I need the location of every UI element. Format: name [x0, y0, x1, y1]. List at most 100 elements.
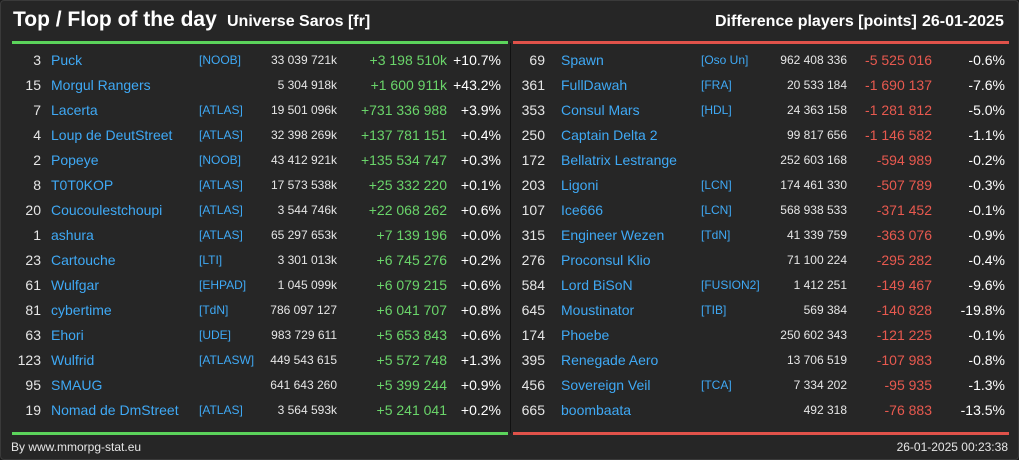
flop-player-row: 353 Consul Mars [HDL] 24 363 158 -1 281 812 -… [511, 98, 1011, 123]
player-name-link[interactable]: Ice666 [561, 202, 604, 218]
player-name-link[interactable]: FullDawah [561, 77, 628, 93]
player-name-link[interactable]: Lacerta [51, 102, 98, 118]
points-cell: 962 408 336 [780, 53, 847, 67]
points-cell: 33 039 721k [270, 53, 337, 67]
player-name-link[interactable]: Renegade Aero [561, 352, 659, 368]
flop-player-row: 315 Engineer Wezen [TdN] 41 339 759 -363 076… [511, 223, 1011, 248]
flop-player-row: 107 Ice666 [LCN] 568 938 533 -371 452 -0.1% [511, 198, 1011, 223]
player-name-link[interactable]: Nomad de DmStreet [51, 402, 179, 418]
difference-cell: +5 241 041 [376, 402, 447, 418]
points-cell: 569 384 [803, 303, 847, 317]
player-name-link[interactable]: cybertime [51, 302, 112, 318]
player-name-link[interactable]: Phoebe [561, 327, 610, 343]
difference-cell: -371 452 [876, 202, 932, 218]
percent-cell: +0.6% [460, 202, 501, 218]
player-name-link[interactable]: Cartouche [51, 252, 116, 268]
player-name-link[interactable]: Ehori [51, 327, 84, 343]
difference-cell: +731 336 988 [360, 102, 447, 118]
percent-cell: +0.2% [460, 252, 501, 268]
difference-cell: +5 572 748 [376, 352, 447, 368]
rank-cell: 8 [33, 177, 41, 193]
rank-cell: 69 [529, 52, 545, 68]
points-cell: 492 318 [803, 403, 847, 417]
player-name-link[interactable]: Coucoulestchoupi [51, 202, 163, 218]
top-player-row: 4 Loup de DeutStreet [ATLAS] 32 398 269k +13… [9, 123, 509, 148]
player-name-link[interactable]: boombaata [561, 402, 632, 418]
player-name-link[interactable]: Consul Mars [561, 102, 640, 118]
difference-cell: +5 399 244 [376, 377, 447, 393]
alliance-tag-link[interactable]: [HDL] [701, 103, 732, 117]
alliance-tag-link[interactable]: [LCN] [701, 178, 732, 192]
alliance-tag-link[interactable]: [TdN] [199, 303, 229, 317]
flop-player-row: 203 Ligoni [LCN] 174 461 330 -507 789 -0.3% [511, 173, 1011, 198]
top-player-row: 1 ashura [ATLAS] 65 297 653k +7 139 196 +0.0% [9, 223, 509, 248]
points-cell: 786 097 127 [270, 303, 337, 317]
alliance-tag-link[interactable]: [TCA] [701, 378, 732, 392]
alliance-tag-link[interactable]: [ATLAS] [199, 403, 243, 417]
rank-cell: 584 [521, 277, 545, 293]
site-credit: By www.mmorpg-stat.eu [11, 440, 142, 454]
flop-accent-bar-upper [513, 41, 1009, 44]
alliance-tag-link[interactable]: [NOOB] [199, 153, 242, 167]
alliance-tag-link[interactable]: [TIB] [701, 303, 727, 317]
rank-cell: 15 [25, 77, 41, 93]
points-cell: 99 817 656 [786, 128, 847, 142]
player-name-link[interactable]: Loup de DeutStreet [51, 127, 173, 143]
player-name-link[interactable]: SMAUG [51, 377, 103, 393]
points-cell: 5 304 918k [277, 78, 337, 92]
difference-cell: +135 534 747 [360, 152, 447, 168]
percent-cell: -0.6% [968, 52, 1005, 68]
difference-cell: -76 883 [884, 402, 932, 418]
alliance-tag-link[interactable]: [ATLAS] [199, 203, 243, 217]
alliance-tag-link[interactable]: [Oso Un] [701, 53, 749, 67]
rank-cell: 276 [521, 252, 545, 268]
rank-cell: 7 [33, 102, 41, 118]
alliance-tag-link[interactable]: [ATLAS] [199, 128, 243, 142]
player-name-link[interactable]: Morgul Rangers [51, 77, 151, 93]
player-name-link[interactable]: Wulfgar [51, 277, 99, 293]
percent-cell: +10.7% [453, 52, 501, 68]
alliance-tag-link[interactable]: [FUSION2] [701, 278, 760, 292]
player-name-link[interactable]: Lord BiSoN [561, 277, 633, 293]
alliance-tag-link[interactable]: [ATLAS] [199, 103, 243, 117]
player-name-link[interactable]: Popeye [51, 152, 99, 168]
player-name-link[interactable]: Spawn [561, 52, 604, 68]
alliance-tag-link[interactable]: [ATLASW] [199, 353, 255, 367]
alliance-tag-link[interactable]: [ATLAS] [199, 228, 243, 242]
player-name-link[interactable]: T0T0KOP [51, 177, 114, 193]
difference-cell: +137 781 151 [360, 127, 447, 143]
player-name-link[interactable]: Moustinator [561, 302, 635, 318]
difference-cell: +1 600 911k [370, 77, 447, 93]
player-name-link[interactable]: Ligoni [561, 177, 599, 193]
player-name-link[interactable]: ashura [51, 227, 94, 243]
alliance-tag-link[interactable]: [ATLAS] [199, 178, 243, 192]
player-name-link[interactable]: Sovereign Veil [561, 377, 651, 393]
percent-cell: -13.5% [960, 402, 1005, 418]
flop-player-row: 361 FullDawah [FRA] 20 533 184 -1 690 137 -7.… [511, 73, 1011, 98]
alliance-tag-link[interactable]: [LCN] [701, 203, 732, 217]
difference-cell: -594 989 [876, 152, 932, 168]
percent-cell: +0.2% [460, 402, 501, 418]
rank-cell: 1 [33, 227, 41, 243]
alliance-tag-link[interactable]: [TdN] [701, 228, 731, 242]
player-name-link[interactable]: Wulfrid [51, 352, 95, 368]
rank-cell: 203 [521, 177, 545, 193]
alliance-tag-link[interactable]: [EHPAD] [199, 278, 247, 292]
player-name-link[interactable]: Engineer Wezen [561, 227, 665, 243]
rank-cell: 19 [25, 402, 41, 418]
player-name-link[interactable]: Bellatrix Lestrange [561, 152, 677, 168]
percent-cell: -1.1% [968, 127, 1005, 143]
player-name-link[interactable]: Puck [51, 52, 83, 68]
rank-cell: 20 [25, 202, 41, 218]
alliance-tag-link[interactable]: [NOOB] [199, 53, 242, 67]
alliance-tag-link[interactable]: [UDE] [199, 328, 232, 342]
alliance-tag-link[interactable]: [LTI] [199, 253, 223, 267]
top-player-row: 63 Ehori [UDE] 983 729 611 +5 653 843 +0.6% [9, 323, 509, 348]
percent-cell: -5.0% [968, 102, 1005, 118]
difference-cell: -1 690 137 [865, 77, 932, 93]
alliance-tag-link[interactable]: [FRA] [701, 78, 732, 92]
player-name-link[interactable]: Proconsul Klio [561, 252, 651, 268]
player-name-link[interactable]: Captain Delta 2 [561, 127, 658, 143]
percent-cell: -1.3% [968, 377, 1005, 393]
top-player-row: 2 Popeye [NOOB] 43 412 921k +135 534 747 +0.3… [9, 148, 509, 173]
